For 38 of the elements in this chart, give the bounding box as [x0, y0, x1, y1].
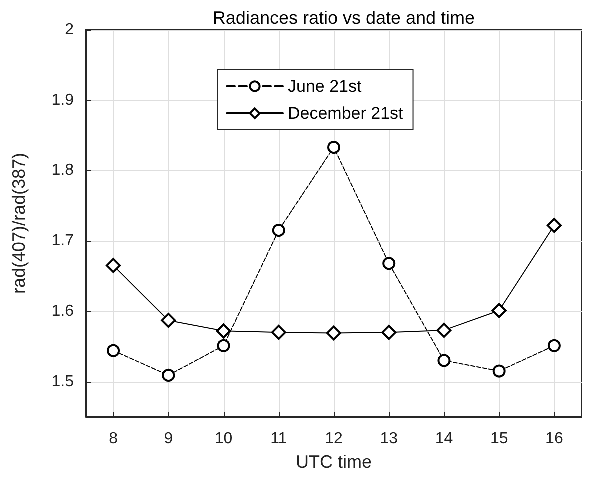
x-tick-label: 8 [109, 430, 118, 448]
point [382, 325, 397, 340]
y-tick-label: 1.8 [52, 162, 74, 180]
point [546, 218, 562, 234]
y-tick-label: 1.5 [52, 373, 74, 390]
x-tick-label: 11 [270, 430, 288, 448]
legend-label: December 21st [288, 104, 404, 123]
y-tick-label: 1.6 [52, 302, 74, 320]
y-tick-label: 1.7 [52, 232, 74, 250]
y-tick-label: 1.9 [52, 92, 74, 109]
x-tick-label: 9 [164, 430, 174, 448]
legend-label: June 21st [288, 77, 362, 96]
x-axis-title: UTC time [296, 452, 372, 472]
point [438, 354, 451, 368]
point [271, 325, 286, 340]
y-axis-title: rad(407)/rad(387) [9, 152, 29, 294]
point [492, 364, 506, 378]
x-tick-label: 10 [214, 430, 233, 448]
y-tick-label: 2 [65, 22, 74, 38]
x-tick-label: 13 [380, 430, 398, 448]
point [106, 258, 122, 274]
chart-title: Radiances ratio vs date and time [212, 8, 476, 28]
point [492, 303, 507, 318]
point [382, 257, 396, 270]
point [161, 313, 176, 328]
x-tick-label: 16 [546, 430, 564, 448]
x-tick-label: 14 [435, 430, 454, 448]
point [436, 322, 452, 338]
point [162, 368, 176, 382]
point [217, 339, 230, 352]
x-tick-label: 15 [490, 430, 508, 448]
point [107, 344, 120, 358]
x-tick-label: 12 [325, 430, 343, 448]
point [548, 339, 561, 352]
point [326, 326, 342, 341]
point [216, 324, 232, 339]
point [272, 224, 286, 238]
point [328, 141, 340, 154]
